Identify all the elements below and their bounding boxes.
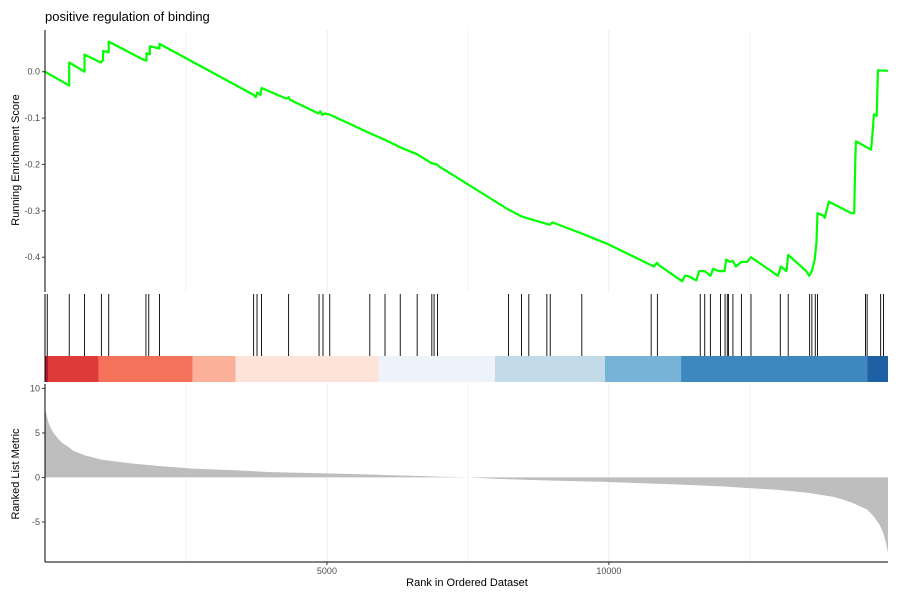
es-y-axis-title: Running Enrichment Score [10, 94, 22, 225]
es-y-tick-label: -0.4 [24, 252, 40, 262]
es-y-tick-label: -0.2 [24, 159, 40, 169]
ranked-metric-panel [45, 409, 888, 554]
metric-y-tick-label: -5 [32, 517, 40, 527]
rank-color-band [378, 356, 495, 382]
es-y-tick-label: 0.0 [27, 67, 40, 77]
es-y-tick-label: -0.3 [24, 206, 40, 216]
axes [44, 30, 888, 563]
metric-y-tick-label: 10 [30, 383, 40, 393]
x-tick-label: 5000 [317, 566, 337, 576]
enrichment-score-panel [44, 40, 889, 283]
chart-title: positive regulation of binding [45, 9, 210, 24]
rank-color-band [192, 356, 236, 382]
metric-y-axis-title: Ranked List Metric [10, 428, 22, 520]
x-axis-title: Rank in Ordered Dataset [406, 577, 528, 589]
rank-color-band [48, 356, 99, 382]
rank-color-band [98, 356, 193, 382]
metric-y-tick-label: 0 [35, 472, 40, 482]
rank-color-bar [45, 356, 888, 382]
es-y-tick-label: -0.1 [24, 113, 40, 123]
tick-labels: 0.0 -0.1 -0.2 -0.3 -0.4 10 5 0 -5 5000 10000 [24, 67, 621, 576]
x-tick-label: 10000 [596, 566, 621, 576]
ranked-metric-area [45, 409, 888, 554]
metric-y-tick-label: 5 [35, 428, 40, 438]
rank-color-band [604, 356, 682, 382]
rank-color-band [867, 356, 888, 382]
enrichment-score-line [44, 40, 889, 283]
grid-lines [185, 30, 751, 562]
gene-hits-panel [46, 294, 884, 356]
rank-color-band [45, 356, 49, 382]
rank-color-band [681, 356, 868, 382]
rank-color-band [494, 356, 605, 382]
rank-color-band [235, 356, 379, 382]
